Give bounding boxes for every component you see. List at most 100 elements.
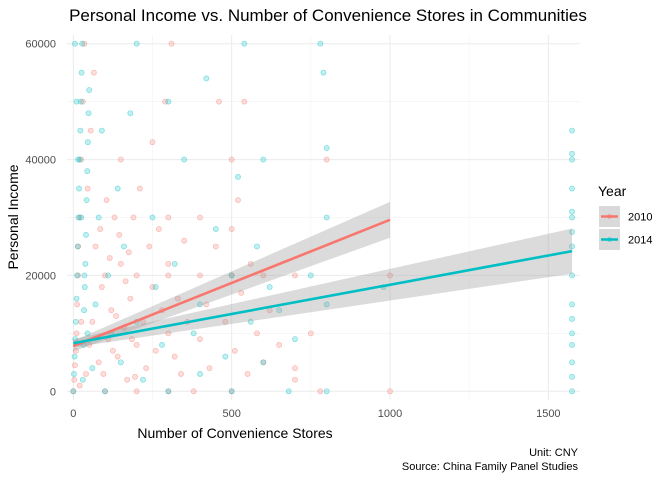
- point-2010: [212, 243, 219, 250]
- point-2010: [111, 214, 118, 221]
- grid: [67, 35, 580, 400]
- point-2014: [241, 40, 248, 47]
- point-2010: [103, 197, 110, 204]
- point-2010: [129, 336, 135, 343]
- point-2014: [569, 272, 575, 279]
- point-2014: [89, 365, 96, 372]
- point-2014: [114, 185, 121, 192]
- point-2010: [190, 388, 197, 395]
- point-2014: [569, 342, 575, 348]
- point-2010: [136, 185, 143, 192]
- point-2014: [72, 318, 79, 325]
- point-2010: [97, 226, 104, 232]
- tick-labels: 0 500 1000 1500 0 20000 40000 60000: [25, 39, 560, 420]
- point-2014: [84, 330, 91, 337]
- legend-item-2010: 2010: [599, 206, 652, 227]
- point-2014: [73, 98, 80, 105]
- point-2010: [260, 272, 267, 279]
- point-2014: [149, 214, 156, 221]
- point-2010: [244, 371, 251, 377]
- point-2014: [75, 156, 81, 163]
- point-2014: [98, 127, 105, 134]
- trend-lines: [72, 201, 573, 352]
- point-2010: [78, 318, 85, 325]
- point-2014: [74, 243, 81, 250]
- point-2010: [117, 260, 124, 267]
- point-2010: [292, 272, 298, 279]
- point-2014: [569, 315, 575, 322]
- point-2014: [190, 330, 197, 337]
- point-2010: [91, 69, 97, 76]
- point-2014: [81, 272, 88, 279]
- point-2014: [197, 371, 203, 377]
- point-2010: [276, 342, 283, 348]
- point-2014: [181, 156, 188, 163]
- point-2010: [127, 295, 134, 302]
- point-2014: [77, 127, 84, 134]
- point-2014: [569, 229, 575, 235]
- point-2010: [162, 98, 169, 105]
- x-tick-label: 1500: [536, 408, 560, 420]
- caption-source: Source: China Family Panel Studies: [402, 461, 579, 473]
- point-2014: [266, 284, 273, 290]
- point-2014: [85, 139, 91, 146]
- point-2010: [152, 347, 159, 354]
- point-2010: [89, 318, 96, 325]
- point-2010: [149, 139, 156, 146]
- point-2010: [203, 301, 210, 308]
- point-2014: [569, 127, 575, 134]
- trend-line-2014: [73, 249, 573, 345]
- point-2010: [74, 301, 81, 308]
- point-2010: [387, 272, 393, 279]
- point-2014: [228, 272, 235, 279]
- point-2010: [95, 359, 102, 366]
- point-2014: [569, 330, 575, 337]
- legend-key-point: [607, 214, 612, 219]
- point-2014: [569, 243, 575, 250]
- point-2010: [117, 156, 124, 163]
- point-2010: [323, 156, 330, 163]
- point-2010: [72, 362, 78, 369]
- point-2014: [247, 318, 254, 325]
- point-2010: [181, 237, 188, 244]
- point-2010: [292, 376, 298, 383]
- point-2010: [86, 342, 93, 348]
- point-2014: [276, 307, 283, 314]
- y-tick-label: 60000: [25, 39, 56, 51]
- point-2010: [197, 214, 203, 221]
- point-2010: [206, 365, 213, 372]
- legend: Year 2010 2014: [598, 183, 652, 250]
- point-2014: [83, 231, 89, 238]
- point-2014: [117, 359, 124, 366]
- point-2014: [73, 295, 80, 302]
- point-2014: [83, 197, 90, 204]
- point-2010: [79, 98, 86, 105]
- point-2010: [71, 376, 78, 383]
- point-2014: [71, 353, 78, 360]
- trend-line-2010: [72, 218, 391, 348]
- point-2014: [165, 388, 172, 395]
- point-2014: [152, 284, 159, 290]
- point-2014: [323, 145, 330, 151]
- point-2010: [113, 313, 119, 319]
- point-2014: [140, 376, 146, 383]
- point-2014: [235, 174, 241, 180]
- point-2010: [254, 330, 260, 337]
- point-2010: [165, 330, 172, 337]
- point-2014: [285, 388, 292, 395]
- point-2014: [569, 208, 575, 215]
- point-2014: [323, 214, 330, 221]
- point-2010: [149, 284, 156, 290]
- point-2010: [235, 197, 241, 204]
- point-2010: [116, 231, 123, 238]
- point-2014: [127, 110, 134, 117]
- point-2010: [78, 156, 85, 163]
- point-2010: [197, 272, 203, 279]
- point-2010: [76, 382, 83, 389]
- point-2014: [95, 214, 102, 221]
- point-2010: [98, 284, 105, 290]
- point-2010: [247, 260, 254, 267]
- point-2014: [260, 156, 267, 163]
- point-2014: [82, 260, 89, 267]
- point-2010: [146, 243, 153, 250]
